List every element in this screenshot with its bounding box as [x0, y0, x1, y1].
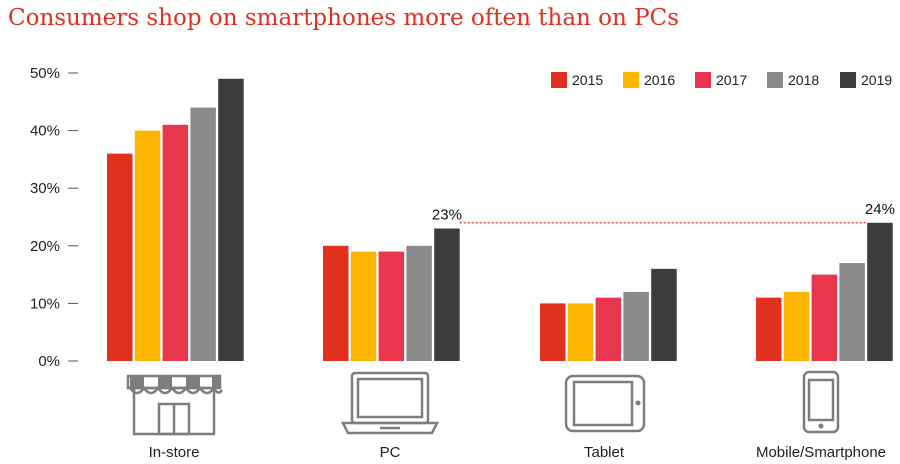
- bar-in-store-2016: [134, 130, 161, 361]
- y-axis: 0% 10% 20% 30% 40% 50%: [30, 65, 78, 370]
- bar-tablet-2015: [540, 303, 566, 361]
- bar-mobile-smartphone-2016: [783, 291, 810, 361]
- y-tick-label: 40%: [30, 123, 60, 140]
- legend-swatch-2018: [767, 72, 783, 88]
- bar-mobile-smartphone-2018: [839, 263, 865, 361]
- category-label-tablet: Tablet: [584, 444, 625, 461]
- bar-mobile-smartphone-2017: [811, 274, 838, 361]
- smartphone-icon: [802, 370, 840, 434]
- legend-swatch-2016: [623, 72, 639, 88]
- bar-in-store-2017: [162, 124, 189, 361]
- legend-swatch-2015: [551, 72, 567, 88]
- annotations: 23% 24%: [432, 201, 895, 224]
- y-tick-label: 0%: [38, 353, 60, 370]
- category-label-in-store: In-store: [149, 444, 200, 461]
- bar-mobile-smartphone-2015: [756, 297, 782, 361]
- bar-tablet-2019: [651, 268, 677, 361]
- legend-swatch-2017: [695, 72, 711, 88]
- bar-mobile-smartphone-2019: [867, 222, 893, 361]
- y-tick-label: 30%: [30, 180, 60, 197]
- bar-in-store-2015: [107, 153, 133, 361]
- laptop-icon: [340, 371, 440, 435]
- category-label-pc: PC: [380, 444, 401, 461]
- bar-pc-2019: [434, 228, 460, 361]
- legend-label-2016: 2016: [644, 72, 675, 88]
- bar-pc-2017: [378, 251, 405, 361]
- tablet-icon: [564, 374, 646, 433]
- y-tick-label: 10%: [30, 295, 60, 312]
- bar-tablet-2017: [595, 297, 622, 361]
- bar-pc-2018: [406, 245, 432, 361]
- legend-swatch-2019: [840, 72, 856, 88]
- legend-label-2018: 2018: [788, 72, 819, 88]
- bar-pc-2016: [350, 251, 377, 361]
- bar-pc-2015: [323, 245, 349, 361]
- legend-label-2017: 2017: [716, 72, 747, 88]
- category-label-mobile-smartphone: Mobile/Smartphone: [756, 444, 886, 461]
- y-tick-label: 50%: [30, 65, 60, 82]
- storefront-icon: [126, 374, 224, 436]
- y-tick-label: 20%: [30, 238, 60, 255]
- bars: [107, 78, 893, 361]
- legend: 2015 2016 2017 2018 2019: [551, 72, 892, 88]
- legend-label-2019: 2019: [861, 72, 892, 88]
- chart-title: Consumers shop on smartphones more often…: [8, 5, 679, 31]
- value-callout-24pct: 24%: [865, 201, 895, 218]
- bar-tablet-2018: [623, 291, 649, 361]
- value-callout-23pct: 23%: [432, 207, 462, 224]
- bar-in-store-2019: [218, 78, 244, 361]
- bar-tablet-2016: [567, 303, 594, 361]
- legend-label-2015: 2015: [572, 72, 603, 88]
- bar-in-store-2018: [190, 107, 216, 361]
